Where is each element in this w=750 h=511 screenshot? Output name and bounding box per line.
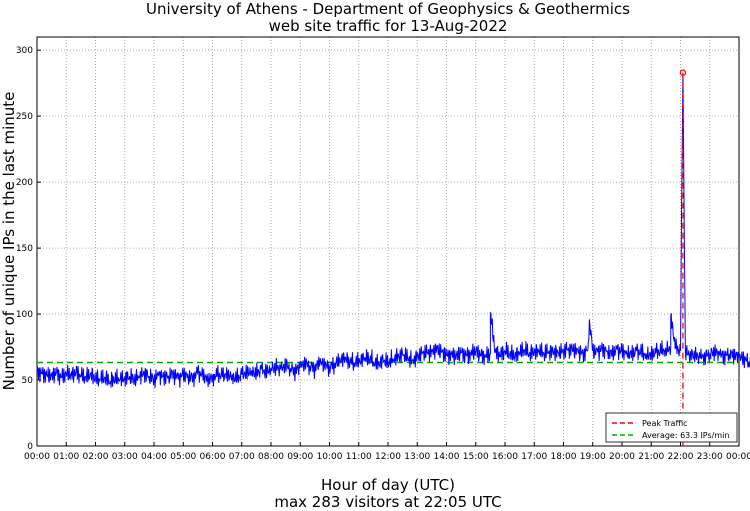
x-tick-label: 01:00 <box>53 452 79 462</box>
x-tick-label: 15:00 <box>463 452 489 462</box>
x-tick-label: 06:00 <box>200 452 226 462</box>
y-tick-label: 150 <box>16 244 33 254</box>
peak-marker <box>679 69 687 76</box>
x-tick-label: 04:00 <box>141 452 167 462</box>
y-tick-label: 50 <box>22 376 34 386</box>
y-tick-label: 300 <box>16 46 33 56</box>
legend-average-label: Average: 63.3 IPs/min <box>642 431 729 440</box>
x-tick-label: 10:00 <box>317 452 343 462</box>
y-axis-ticks: 0 50 100 150 200 250 300 <box>16 46 41 452</box>
x-tick-label: 14:00 <box>434 452 460 462</box>
x-tick-label: 02:00 <box>83 452 109 462</box>
x-tick-label: 03:00 <box>112 452 138 462</box>
x-tick-label: 12:00 <box>375 452 401 462</box>
x-axis-ticks: 00:00 01:00 02:00 03:00 04:00 05:00 06:00 07:00… <box>24 442 750 462</box>
y-tick-label: 100 <box>16 310 33 320</box>
y-tick-label: 200 <box>16 178 33 188</box>
legend: Peak Traffic Average: 63.3 IPs/min <box>605 412 738 443</box>
x-axis-label: Hour of day (UTC) <box>321 476 455 494</box>
x-tick-label: 18:00 <box>551 452 577 462</box>
x-tick-label: 08:00 <box>258 452 284 462</box>
legend-box <box>605 412 738 443</box>
x-tick-label: 00:00 <box>726 452 750 462</box>
x-tick-label: 23:00 <box>697 452 723 462</box>
y-tick-label: 0 <box>27 442 33 452</box>
legend-peak-label: Peak Traffic <box>642 419 688 428</box>
x-tick-label: 05:00 <box>170 452 196 462</box>
x-tick-label: 20:00 <box>609 452 635 462</box>
x-tick-label: 11:00 <box>346 452 372 462</box>
chart-subtitle: web site traffic for 13-Aug-2022 <box>269 17 508 35</box>
x-tick-label: 13:00 <box>404 452 430 462</box>
x-tick-label: 19:00 <box>580 452 606 462</box>
x-tick-label: 00:00 <box>24 452 50 462</box>
x-tick-label: 16:00 <box>492 452 518 462</box>
grid-lines <box>37 37 739 446</box>
x-tick-label: 17:00 <box>521 452 547 462</box>
x-tick-label: 21:00 <box>638 452 664 462</box>
traffic-series-line <box>36 72 750 389</box>
x-tick-label: 09:00 <box>287 452 313 462</box>
y-tick-label: 250 <box>16 112 33 122</box>
x-tick-label: 07:00 <box>229 452 255 462</box>
y-axis-label: Number of unique IPs in the last minute <box>0 92 18 391</box>
chart-title: University of Athens - Department of Geo… <box>146 0 630 18</box>
peak-summary-text: max 283 visitors at 22:05 UTC <box>274 493 501 511</box>
x-tick-label: 22:00 <box>668 452 694 462</box>
